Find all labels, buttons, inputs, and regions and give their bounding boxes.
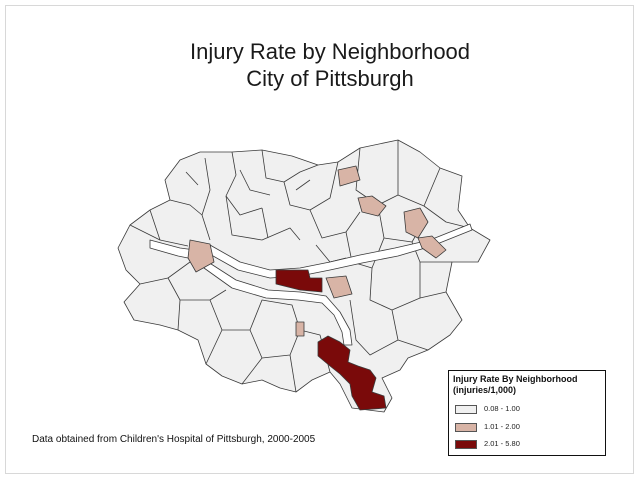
- legend-subtitle: (injuries/1,000): [453, 385, 517, 395]
- title-line-1: Injury Rate by Neighborhood: [189, 39, 471, 64]
- city-outline: [117, 139, 491, 413]
- neighborhood-mid-6: [325, 275, 353, 299]
- neighborhood-mid-5: [187, 239, 215, 273]
- neighborhood-mid-2: [357, 195, 387, 217]
- legend-item-high: 2.01 - 5.80: [455, 438, 520, 449]
- legend-label-low: 0.08 - 1.00: [484, 404, 520, 413]
- map-title: Injury Rate by Neighborhood City of Pitt…: [110, 38, 550, 92]
- legend-item-low: 0.08 - 1.00: [455, 403, 520, 414]
- neighborhood-mid-1: [337, 165, 361, 187]
- title-line-2: City of Pittsburgh: [246, 66, 414, 91]
- legend-swatch-mid: [455, 422, 477, 432]
- legend-title: Injury Rate By Neighborhood (injuries/1,…: [453, 374, 578, 396]
- neighborhood-mid-7: [295, 321, 305, 337]
- map-frame: [5, 5, 634, 474]
- legend-label-mid: 1.01 - 2.00: [484, 422, 520, 431]
- legend-label-high: 2.01 - 5.80: [484, 439, 520, 448]
- neighborhood-borders: [129, 140, 471, 393]
- legend-item-mid: 1.01 - 2.00: [455, 421, 520, 432]
- legend-title-text: Injury Rate By Neighborhood: [453, 374, 578, 384]
- source-note: Data obtained from Children's Hospital o…: [32, 434, 316, 445]
- neighborhood-high-2: [317, 335, 387, 411]
- legend: Injury Rate By Neighborhood (injuries/1,…: [448, 370, 606, 456]
- neighborhood-mid-4: [417, 235, 447, 259]
- neighborhood-mid-3: [403, 207, 429, 239]
- legend-swatch-low: [455, 404, 477, 414]
- neighborhood-high-1: [275, 269, 323, 293]
- allegheny-river: [205, 223, 473, 279]
- legend-swatch-high: [455, 439, 477, 449]
